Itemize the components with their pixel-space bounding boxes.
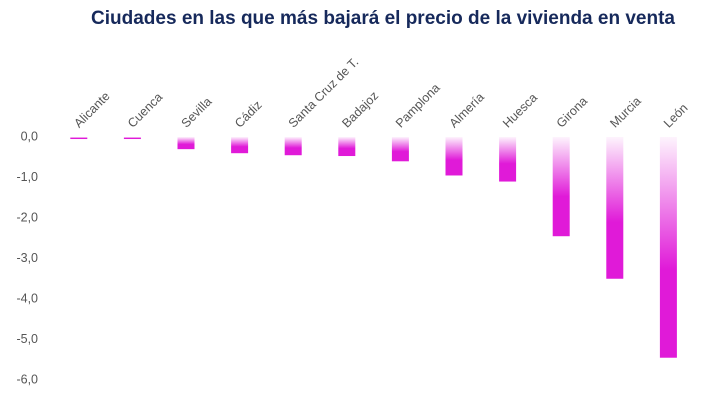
bar: [123, 137, 141, 140]
x-tick-label: Badajoz: [339, 89, 381, 131]
bar: [606, 137, 624, 279]
x-tick-label: Huesca: [500, 91, 540, 131]
bar: [391, 137, 409, 162]
y-tick-label: 0,0: [21, 129, 38, 143]
y-tick-label: -2,0: [16, 210, 38, 224]
y-tick-label: -3,0: [16, 251, 38, 265]
bar: [445, 137, 463, 176]
y-tick-label: -5,0: [16, 332, 38, 346]
chart-title: Ciudades en las que más bajará el precio…: [91, 8, 675, 29]
y-tick-label: -6,0: [16, 372, 38, 386]
bar: [338, 137, 356, 157]
x-tick-label: Sevilla: [179, 94, 215, 130]
bar: [284, 137, 302, 156]
bar: [177, 137, 195, 150]
y-tick-label: -1,0: [16, 170, 38, 184]
y-tick-label: -4,0: [16, 291, 38, 305]
x-tick-label: León: [661, 101, 691, 131]
bar: [552, 137, 570, 237]
x-tick-label: Murcia: [607, 94, 643, 130]
x-tick-label: Cuenca: [125, 90, 165, 130]
bar: [70, 137, 88, 140]
bar: [659, 137, 677, 358]
x-tick-label: Girona: [554, 94, 590, 130]
x-tick-label: Almería: [447, 90, 487, 130]
x-tick-label: Pamplona: [393, 81, 443, 131]
x-tick-label: Alicante: [71, 89, 112, 130]
bar: [231, 137, 249, 154]
x-tick-label: Cádiz: [232, 98, 265, 131]
bar: [499, 137, 517, 182]
